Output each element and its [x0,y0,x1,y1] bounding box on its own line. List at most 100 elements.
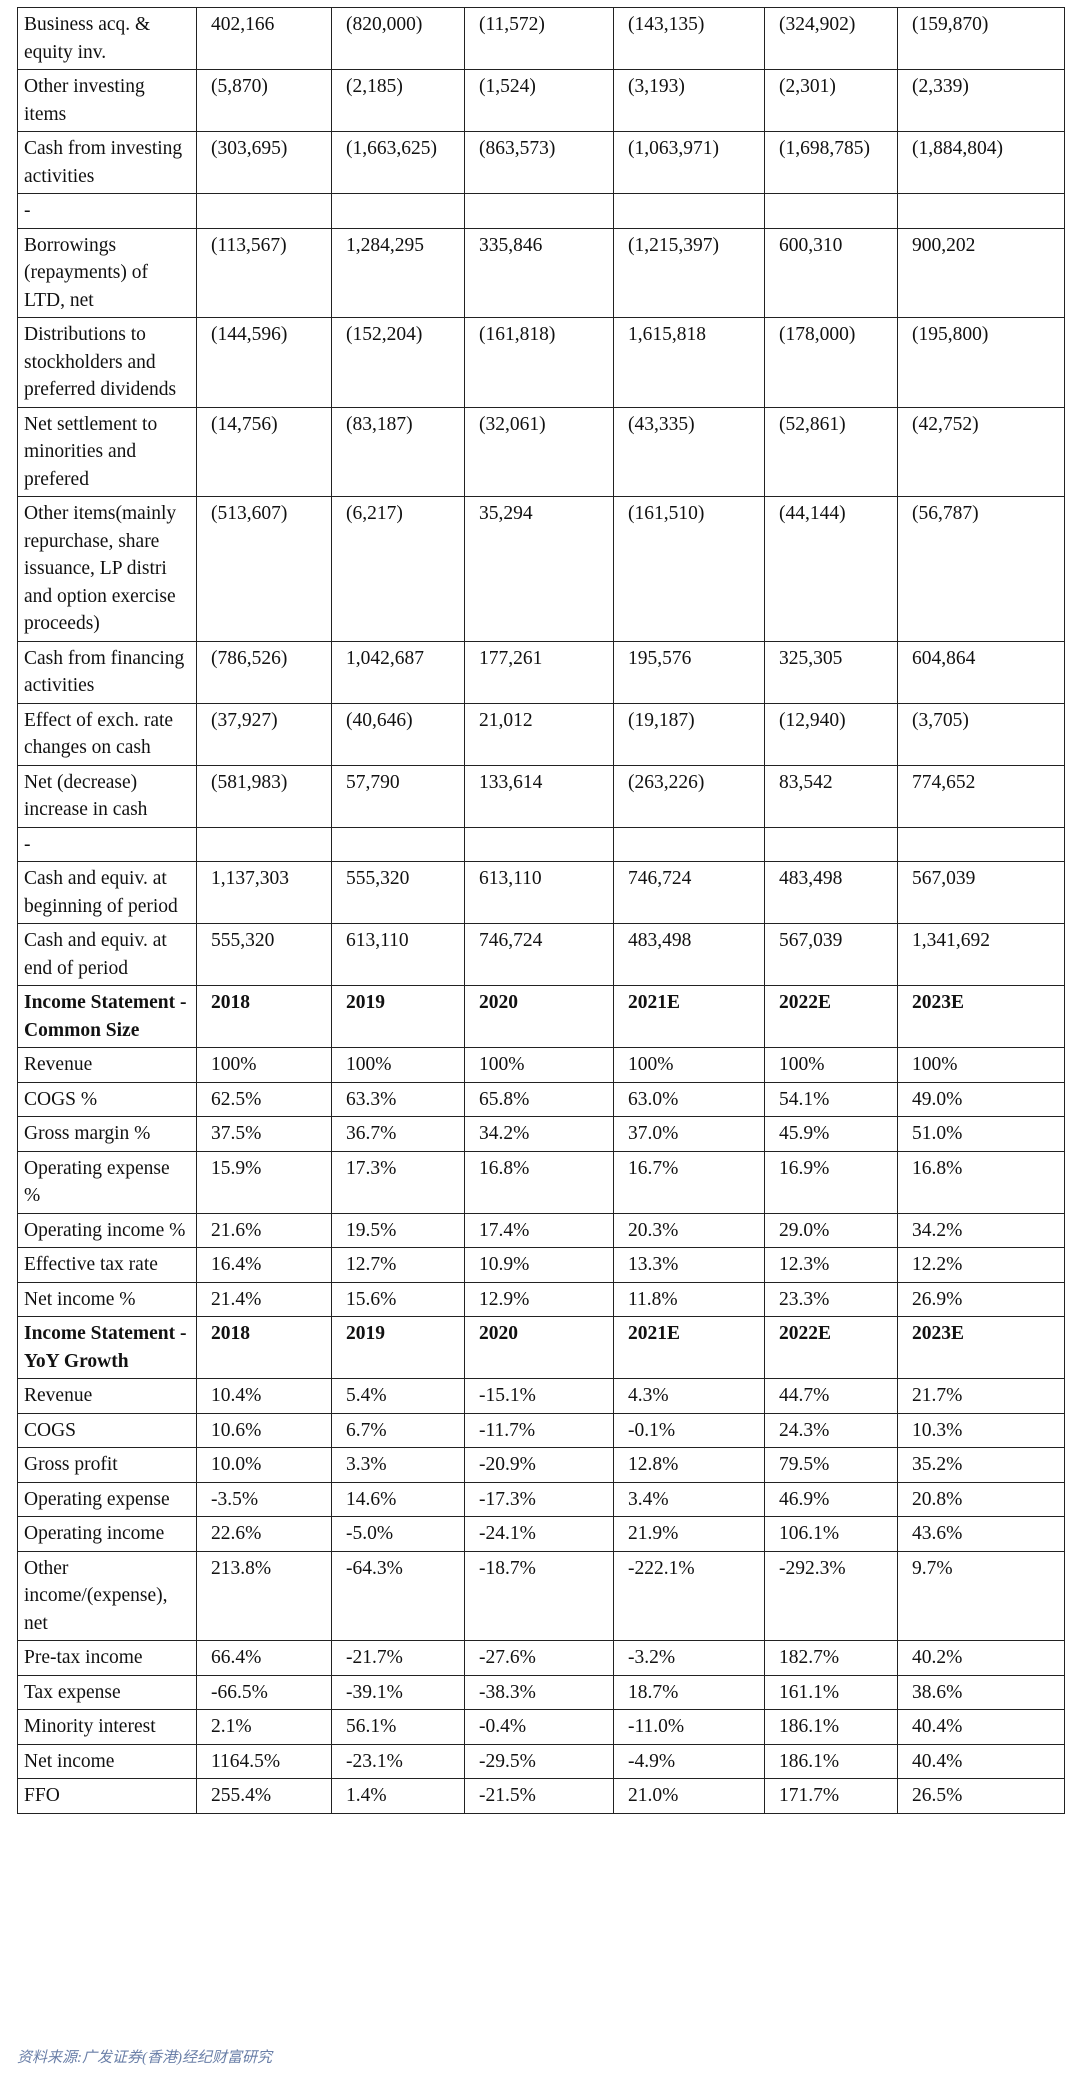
cell-value: 567,039 [897,861,1065,924]
cell-value: 83,542 [764,764,898,828]
cell-value: 16.8% [897,1150,1065,1214]
row-label: Operating expense % [17,1150,197,1214]
cell-value: (863,573) [464,131,614,194]
empty-cell [331,193,465,229]
cell-value: 26.9% [897,1281,1065,1317]
cell-value: 49.0% [897,1081,1065,1117]
source-note: 资料来源:广发证券(香港)经纪财富研究 [17,2050,272,2066]
cell-value: 38.6% [897,1674,1065,1710]
cell-value: (2,301) [764,69,898,132]
row-label: Gross profit [17,1447,197,1483]
table-row: Other items(mainly repurchase, share iss… [17,496,1065,642]
row-label: Business acq. & equity inv. [17,7,197,70]
cell-value: 63.3% [331,1081,465,1117]
cell-value: (40,646) [331,702,465,766]
table-row: Operating expense % 15.9% 17.3% 16.8% 16.7% 1… [17,1150,1065,1214]
row-label: Net (decrease) increase in cash [17,764,197,828]
cell-value: 255.4% [196,1778,332,1814]
cell-value: (14,756) [196,406,332,497]
cell-value: (1,063,971) [613,131,765,194]
row-label: Operating expense [17,1481,197,1517]
cell-value: (6,217) [331,496,465,642]
cell-value: (159,870) [897,7,1065,70]
cell-value: 44.7% [764,1378,898,1414]
cell-value: 1,042,687 [331,640,465,704]
row-label: Net income [17,1743,197,1779]
year-header: 2019 [331,985,465,1048]
cell-value: 1,137,303 [196,861,332,924]
row-label: Effect of exch. rate changes on cash [17,702,197,766]
row-label: Income Statement - Common Size [17,985,197,1048]
table-row: Business acq. & equity inv. 402,166 (820,0… [17,7,1065,70]
cell-value: 24.3% [764,1412,898,1448]
cell-value: 106.1% [764,1516,898,1552]
cell-value: 100% [764,1047,898,1083]
cell-value: (195,800) [897,317,1065,408]
row-label: Other items(mainly repurchase, share iss… [17,496,197,642]
cell-value: -38.3% [464,1674,614,1710]
row-label: Cash from investing activities [17,131,197,194]
table-row: Net income 1164.5% -23.1% -29.5% -4.9% 186.1%… [17,1743,1065,1779]
empty-cell [613,826,765,862]
cell-value: 21.6% [196,1212,332,1248]
cell-value: (513,607) [196,496,332,642]
row-label: Revenue [17,1047,197,1083]
cell-value: 21.7% [897,1378,1065,1414]
table-row: - [17,193,1065,229]
row-label: Effective tax rate [17,1247,197,1283]
row-label: Tax expense [17,1674,197,1710]
cell-value: 12.7% [331,1247,465,1283]
cell-value: 335,846 [464,227,614,318]
year-header: 2023E [897,1316,1065,1379]
cell-value: (324,902) [764,7,898,70]
cell-value: -18.7% [464,1550,614,1641]
row-label: Cash and equiv. at end of period [17,923,197,986]
cell-value: 100% [196,1047,332,1083]
cell-value: 10.4% [196,1378,332,1414]
cell-value: (2,339) [897,69,1065,132]
cell-value: 57,790 [331,764,465,828]
cell-value: (11,572) [464,7,614,70]
cell-value: (3,193) [613,69,765,132]
table-row: Cash and equiv. at beginning of period 1,… [17,861,1065,924]
cell-value: (37,927) [196,702,332,766]
table-row: FFO 255.4% 1.4% -21.5% 21.0% 171.7% 26.5% [17,1778,1065,1814]
cell-value: -0.1% [613,1412,765,1448]
section-header-row: Income Statement - YoY Growth 2018 2019 202… [17,1316,1065,1379]
cell-value: -17.3% [464,1481,614,1517]
cell-value: 16.9% [764,1150,898,1214]
cell-value: 40.2% [897,1640,1065,1676]
cell-value: 19.5% [331,1212,465,1248]
cell-value: 213.8% [196,1550,332,1641]
year-header: 2022E [764,1316,898,1379]
cell-value: 195,576 [613,640,765,704]
cell-value: (263,226) [613,764,765,828]
empty-cell [897,193,1065,229]
cell-value: 43.6% [897,1516,1065,1552]
cell-value: 11.8% [613,1281,765,1317]
cell-value: 21.4% [196,1281,332,1317]
cell-value: 62.5% [196,1081,332,1117]
cell-value: 186.1% [764,1709,898,1745]
table-row: Cash and equiv. at end of period 555,320 6… [17,923,1065,986]
cell-value: 21.9% [613,1516,765,1552]
cell-value: 555,320 [196,923,332,986]
cell-value: (581,983) [196,764,332,828]
cell-value: 100% [464,1047,614,1083]
table-row: Revenue 100% 100% 100% 100% 100% 100% [17,1047,1065,1083]
cell-value: 15.9% [196,1150,332,1214]
row-label: FFO [17,1778,197,1814]
cell-value: (161,818) [464,317,614,408]
cell-value: 100% [331,1047,465,1083]
row-label: Operating income % [17,1212,197,1248]
cell-value: 54.1% [764,1081,898,1117]
row-label: - [17,826,197,862]
cell-value: 17.4% [464,1212,614,1248]
cell-value: -64.3% [331,1550,465,1641]
cell-value: 9.7% [897,1550,1065,1641]
row-label: Minority interest [17,1709,197,1745]
table-row: Other income/(expense), net 213.8% -64.3% -… [17,1550,1065,1641]
cell-value: 17.3% [331,1150,465,1214]
table-row: Tax expense -66.5% -39.1% -38.3% 18.7% 161.1%… [17,1674,1065,1710]
